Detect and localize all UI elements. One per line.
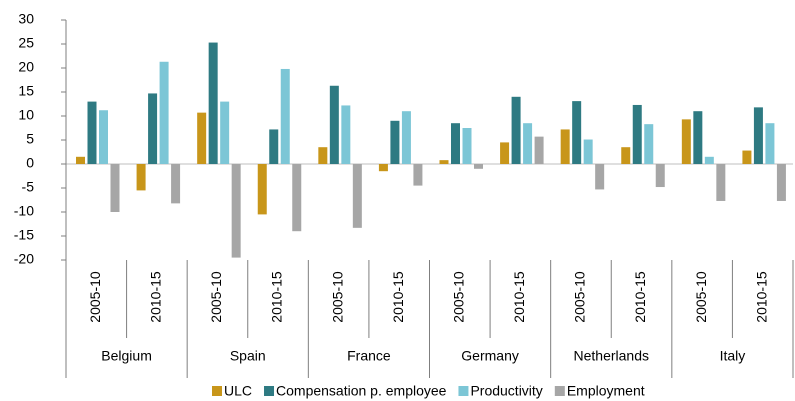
x-tick-label: 2010-15 (390, 271, 406, 323)
bar (87, 101, 97, 164)
bar (197, 112, 207, 164)
bar (159, 61, 169, 165)
bar (560, 129, 570, 164)
legend-swatch (264, 386, 275, 396)
x-tick-label: 2010-15 (269, 271, 285, 323)
legend-swatch (554, 386, 565, 396)
bar (451, 123, 460, 164)
bar (148, 93, 158, 164)
bar (523, 123, 533, 164)
bar (474, 164, 483, 169)
y-tick-label: -20 (14, 251, 34, 267)
y-tick-label: 20 (18, 59, 34, 75)
bar (341, 105, 351, 164)
bar (462, 128, 472, 164)
x-tick-label: 2010-15 (148, 271, 164, 323)
bar (76, 156, 85, 164)
y-tick-label: 10 (18, 107, 34, 123)
x-tick-label: 2005-10 (693, 271, 709, 323)
y-tick-label: -10 (14, 203, 34, 219)
bar (644, 124, 654, 164)
x-tick-label: 2005-10 (572, 271, 588, 323)
legend-swatch (458, 386, 469, 396)
bar (742, 150, 752, 164)
group-label: Netherlands (574, 348, 650, 364)
x-tick-label: 2010-15 (753, 271, 769, 323)
bar (401, 111, 411, 164)
bar (439, 160, 449, 164)
bar (511, 96, 521, 164)
y-tick-label: -5 (22, 179, 35, 195)
bar (753, 107, 763, 164)
bar (500, 142, 510, 164)
y-tick-label: 30 (18, 11, 34, 27)
bar (292, 164, 302, 232)
bar (99, 110, 108, 164)
bar (280, 68, 290, 164)
bar (704, 156, 714, 164)
bar (776, 164, 786, 201)
y-tick-label: 0 (26, 155, 34, 171)
x-tick-label: 2005-10 (450, 271, 466, 323)
bar (318, 147, 328, 164)
group-label: France (347, 348, 391, 364)
bar (534, 136, 544, 164)
group-label: Italy (720, 348, 746, 364)
legend-label: Employment (567, 383, 645, 399)
group-label: Spain (230, 348, 266, 364)
bar (681, 119, 691, 164)
x-tick-label: 2005-10 (87, 271, 103, 323)
legend-label: Productivity (470, 383, 542, 399)
x-tick-label: 2010-15 (632, 271, 648, 323)
bar (220, 101, 230, 164)
bar (257, 164, 267, 215)
y-tick-label: 25 (18, 35, 34, 51)
bar (208, 42, 218, 165)
bar (716, 164, 726, 201)
bar (269, 129, 279, 164)
y-tick-label: -15 (14, 227, 34, 243)
y-tick-label: 15 (18, 83, 34, 99)
x-tick-label: 2005-10 (329, 271, 345, 323)
bar (352, 164, 362, 228)
bar (583, 139, 593, 164)
legend-swatch (212, 386, 222, 396)
bar (655, 164, 665, 188)
bar (632, 104, 642, 164)
legend-label: ULC (224, 383, 252, 399)
bar (378, 164, 388, 172)
bar (595, 164, 605, 190)
bar (231, 164, 241, 258)
x-tick-label: 2010-15 (511, 271, 527, 323)
bar (413, 164, 423, 186)
bar (572, 101, 582, 164)
group-label: Germany (461, 348, 519, 364)
bar (329, 85, 339, 164)
y-tick-label: 5 (26, 131, 34, 147)
bar (765, 123, 775, 164)
bar (171, 164, 181, 204)
bar (621, 147, 631, 164)
bar (136, 164, 146, 191)
bar (110, 164, 120, 212)
x-tick-label: 2005-10 (208, 271, 224, 323)
bar (390, 120, 400, 164)
bar (693, 111, 703, 164)
legend-label: Compensation p. employee (276, 383, 447, 399)
group-label: Belgium (101, 348, 152, 364)
